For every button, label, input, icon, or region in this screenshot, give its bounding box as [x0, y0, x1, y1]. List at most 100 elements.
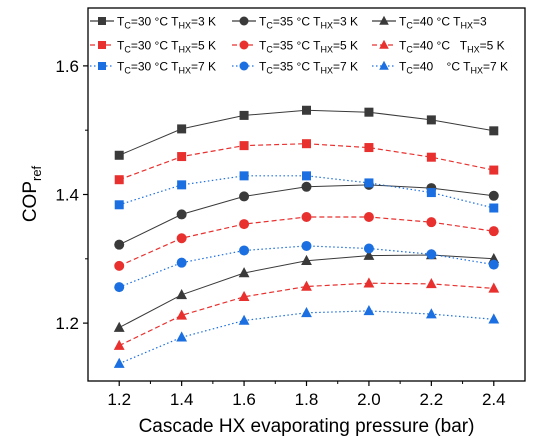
- data-point: [426, 249, 437, 260]
- data-point: [238, 267, 250, 278]
- data-point: [239, 141, 249, 151]
- x-tick-label: 1.8: [295, 390, 319, 409]
- data-point: [488, 282, 500, 293]
- data-point: [301, 254, 312, 265]
- data-point: [176, 309, 188, 320]
- data-point: [488, 190, 499, 201]
- legend-label: TC=30 °C THX=3 K: [117, 15, 216, 31]
- data-point: [239, 219, 250, 230]
- y-tick-label: 1.4: [55, 186, 79, 205]
- legend-label: TC=35 °C THX=3 K: [259, 15, 358, 31]
- legend-item-9: TC=40 °C THX=7 K: [372, 60, 508, 76]
- legend-subscript: C: [266, 66, 273, 76]
- legend-subscript: C: [124, 21, 131, 31]
- legend-subscript: C: [266, 21, 273, 31]
- data-point: [239, 110, 249, 120]
- legend-text: T: [399, 15, 407, 29]
- legend-subscript: C: [406, 45, 413, 55]
- data-point: [364, 178, 374, 188]
- legend-text: =35 °C: [273, 39, 313, 53]
- data-point: [363, 277, 375, 288]
- x-tick-label: 2.2: [420, 390, 444, 409]
- data-point: [425, 278, 437, 289]
- series-7: [114, 171, 499, 213]
- legend-text: T: [259, 60, 267, 74]
- data-point: [301, 212, 312, 223]
- data-point: [177, 124, 187, 134]
- data-point: [238, 314, 250, 325]
- data-point: [114, 239, 125, 250]
- legend-text: =40 °C: [413, 15, 453, 29]
- legend-subscript: HX: [320, 21, 333, 31]
- data-point: [426, 152, 436, 162]
- data-point: [488, 313, 500, 324]
- data-point: [301, 181, 312, 192]
- data-point: [176, 331, 188, 342]
- data-point: [425, 308, 437, 319]
- data-point: [177, 152, 187, 162]
- legend-label: TC=35 °C THX=7 K: [259, 60, 358, 76]
- data-point: [238, 290, 250, 302]
- legend-item-2: TC=35 °C THX=3 K: [232, 15, 358, 31]
- legend-subscript: HX: [178, 45, 191, 55]
- data-point: [302, 139, 311, 149]
- data-point: [239, 245, 250, 256]
- data-point: [363, 212, 374, 223]
- legend-label: TC=40 °C THX=3: [399, 15, 487, 31]
- y-tick-label: 1.2: [55, 314, 79, 333]
- y-axis-label: COPref: [20, 165, 44, 222]
- legend-circle-marker: [239, 16, 249, 26]
- legend-text: =5 K: [480, 39, 505, 53]
- data-point: [301, 240, 312, 251]
- axis-ticks: 1.2 1.4 1.6 1.8 2.0 2.2 2.4 1.2 1.4 1.6: [55, 57, 505, 409]
- series-line: [119, 109, 494, 156]
- data-point: [301, 280, 312, 291]
- legend-circle-marker: [239, 61, 249, 71]
- plot-marks: [113, 105, 500, 368]
- legend-text: T: [171, 15, 179, 29]
- data-point: [488, 226, 499, 237]
- data-point: [114, 260, 125, 271]
- x-tick-label: 1.4: [170, 390, 194, 409]
- data-point: [489, 203, 499, 213]
- data-point: [364, 107, 374, 117]
- legend-item-1: TC=30 °C THX=3 K: [90, 15, 216, 31]
- data-point: [176, 209, 187, 220]
- data-point: [301, 306, 312, 318]
- data-point: [302, 171, 311, 181]
- legend-text: =35 °C: [273, 15, 313, 29]
- legend-triangle-marker: [379, 15, 389, 25]
- data-point: [176, 288, 188, 300]
- series-line: [119, 175, 494, 209]
- legend-square-marker: [98, 17, 106, 25]
- legend-text: T: [399, 60, 407, 74]
- legend-label: TC=30 °C THX=7 K: [117, 60, 216, 76]
- y-tick-label: 1.6: [55, 57, 79, 76]
- legend: TC=30 °C THX=3 K TC=35 °C THX=3 K TC=40 °C…: [90, 15, 508, 76]
- series-9: [113, 305, 500, 368]
- data-point: [114, 175, 124, 185]
- legend-subscript: HX: [320, 66, 333, 76]
- data-point: [113, 321, 125, 332]
- legend-text: =30 °C: [131, 39, 171, 53]
- data-point: [114, 200, 124, 210]
- legend-square-marker: [98, 41, 106, 49]
- series-8: [114, 240, 499, 293]
- legend-text: T: [463, 60, 471, 74]
- data-point: [176, 257, 187, 268]
- data-point: [113, 339, 125, 350]
- legend-text: T: [117, 39, 125, 53]
- legend-item-7: TC=30 °C THX=7 K: [90, 60, 216, 76]
- x-tick-label: 1.6: [232, 390, 256, 409]
- legend-subscript: C: [124, 66, 131, 76]
- legend-text: T: [259, 39, 267, 53]
- data-point: [114, 150, 124, 160]
- legend-text: =3 K: [191, 15, 216, 29]
- series-4: [114, 139, 499, 185]
- legend-circle-marker: [239, 40, 249, 50]
- y-axis-label-sub: ref: [29, 165, 44, 181]
- legend-text: =7 K: [191, 60, 216, 74]
- legend-subscript: HX: [460, 21, 473, 31]
- data-point: [488, 259, 499, 270]
